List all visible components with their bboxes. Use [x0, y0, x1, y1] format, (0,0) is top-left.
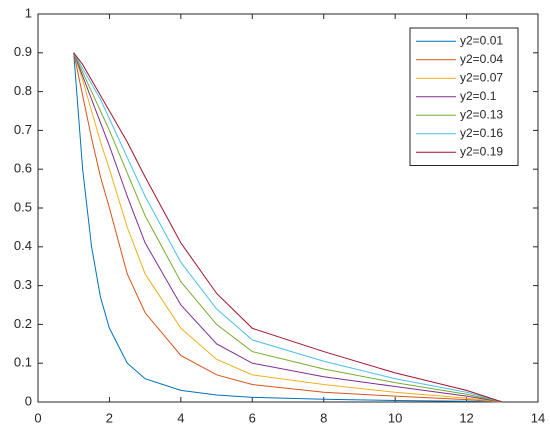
plot-frame	[37, 13, 539, 403]
x-tick-label: 8	[320, 410, 327, 425]
x-tick-label: 12	[459, 410, 473, 425]
series-line	[73, 52, 503, 403]
series-line	[73, 52, 503, 403]
legend-label: y2=0.19	[460, 144, 503, 158]
y-tick-label: 0.3	[14, 277, 32, 292]
x-tick-label: 6	[249, 410, 256, 425]
legend-label: y2=0.04	[460, 52, 503, 66]
legend-label: y2=0.07	[460, 70, 503, 84]
series-line	[73, 52, 503, 403]
y-tick-label: 0.9	[14, 44, 32, 59]
x-tick-label: 14	[531, 410, 545, 425]
series-line	[73, 52, 503, 403]
legend-label: y2=0.16	[460, 126, 503, 140]
y-tick-label: 0.2	[14, 316, 32, 331]
y-tick-label: 0.8	[14, 83, 32, 98]
y-tick-label: 1	[25, 5, 32, 20]
legend-label: y2=0.1	[460, 89, 497, 103]
y-tick-label: 0.5	[14, 199, 32, 214]
legend-label: y2=0.01	[460, 33, 503, 47]
x-tick-label: 4	[177, 410, 184, 425]
y-tick-label: 0.4	[14, 238, 32, 253]
y-tick-label: 0.7	[14, 122, 32, 137]
y-tick-label: 0.1	[14, 355, 32, 370]
x-tick-label: 10	[388, 410, 402, 425]
legend-label: y2=0.13	[460, 107, 503, 121]
x-tick-label: 2	[106, 410, 113, 425]
series-line	[73, 52, 503, 403]
series-line	[73, 52, 503, 403]
x-tick-label: 0	[34, 410, 41, 425]
y-tick-label: 0	[25, 393, 32, 408]
series-line	[73, 52, 503, 403]
y-tick-label: 0.6	[14, 161, 32, 176]
